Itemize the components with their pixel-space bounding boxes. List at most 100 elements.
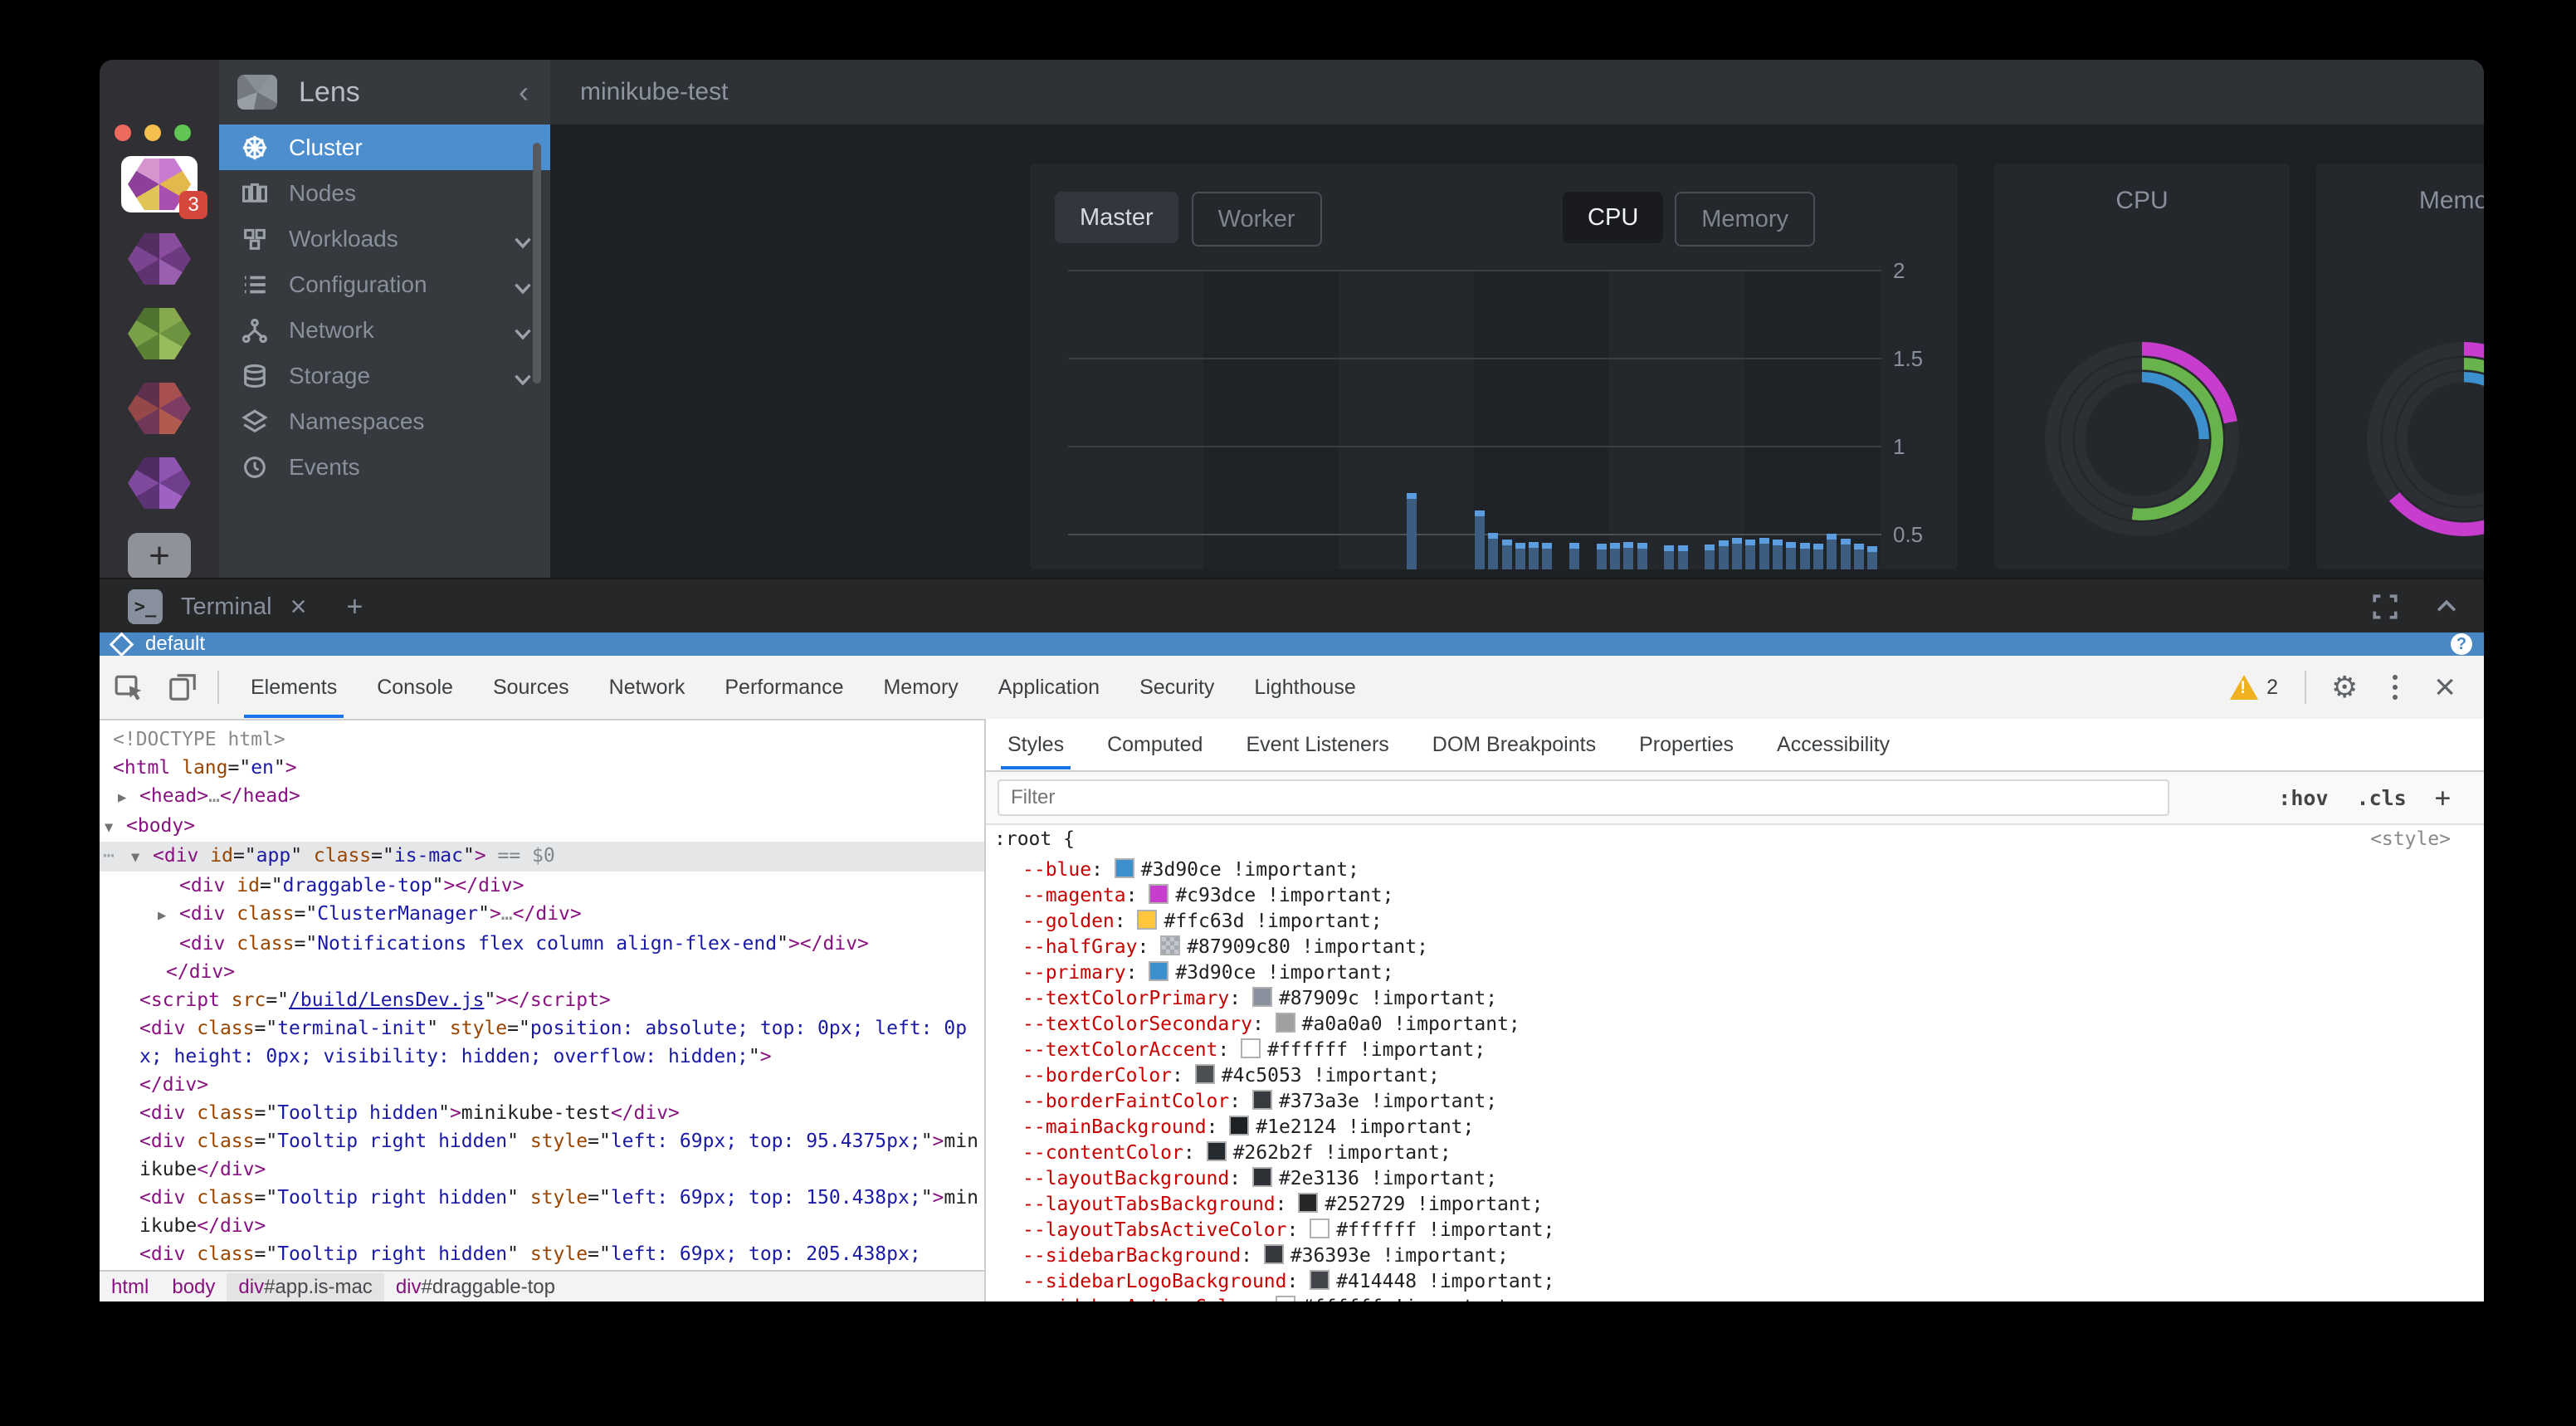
warning-icon[interactable]: ! [2230, 675, 2259, 700]
css-declaration[interactable]: --textColorPrimary: #87909c !important; [1022, 987, 1498, 1009]
color-swatch[interactable] [1310, 1270, 1330, 1290]
color-swatch[interactable] [1251, 1090, 1272, 1110]
sidebar-item-events[interactable]: Events [219, 444, 550, 490]
sidebar-item-namespaces[interactable]: Namespaces [219, 398, 550, 444]
chart-bar[interactable] [1813, 543, 1824, 569]
close-window-button[interactable] [115, 125, 131, 141]
sidebar-item-storage[interactable]: Storage [219, 353, 550, 398]
chart-bar[interactable] [1867, 545, 1878, 569]
dom-node-line[interactable]: <!DOCTYPE html> [113, 729, 285, 750]
tab-dom-breakpoints[interactable]: DOM Breakpoints [1432, 732, 1597, 756]
tab-computed[interactable]: Computed [1107, 732, 1203, 756]
new-style-rule-button[interactable]: + [2434, 782, 2451, 813]
tab-properties[interactable]: Properties [1639, 732, 1734, 756]
toggle-class-button[interactable]: .cls [2356, 785, 2407, 810]
terminal-add-tab-button[interactable]: + [346, 590, 363, 623]
color-swatch[interactable] [1275, 1013, 1295, 1033]
color-swatch[interactable] [1194, 1064, 1215, 1084]
terminal-tab[interactable]: >_ Terminal × + [128, 579, 363, 634]
color-swatch[interactable] [1298, 1193, 1319, 1213]
color-swatch[interactable] [1114, 858, 1134, 878]
rail-item-cluster-2[interactable] [121, 231, 198, 287]
sidebar-item-cluster[interactable]: Cluster [219, 125, 550, 170]
tab-styles[interactable]: Styles [986, 720, 1086, 769]
tab-network[interactable]: Network [608, 675, 685, 699]
tab-performance[interactable]: Performance [724, 675, 844, 699]
css-declaration[interactable]: --contentColor: #262b2f !important; [1022, 1141, 1451, 1164]
breadcrumb-item[interactable]: div #app.is-mac [227, 1273, 384, 1301]
breadcrumb-item[interactable]: body [172, 1276, 216, 1298]
css-declaration[interactable]: --borderFaintColor: #373a3e !important; [1022, 1090, 1498, 1112]
minimize-window-button[interactable] [144, 125, 161, 141]
dom-node-line[interactable]: <div class="Tooltip hidden">minikube-tes… [139, 1102, 680, 1124]
settings-gear-icon[interactable]: ⚙ [2331, 670, 2359, 705]
chart-bar[interactable] [1705, 544, 1715, 569]
chart-bar[interactable] [1501, 540, 1512, 569]
chart-bar[interactable] [1677, 545, 1688, 569]
chart-bar[interactable] [1786, 541, 1797, 569]
devtools-close-icon[interactable]: × [2434, 667, 2456, 707]
tab-lighthouse[interactable]: Lighthouse [1254, 675, 1356, 699]
rail-item-cluster-5[interactable] [121, 455, 198, 511]
dom-node-line[interactable]: <div id="draggable-top"></div> [179, 875, 524, 896]
node-toggle-master-button[interactable]: Master [1055, 192, 1178, 243]
color-swatch[interactable] [1310, 1218, 1330, 1238]
color-swatch[interactable] [1251, 1167, 1272, 1187]
add-cluster-button[interactable]: + [128, 533, 191, 579]
chart-bar[interactable] [1664, 545, 1675, 569]
color-swatch[interactable] [1241, 1038, 1261, 1058]
devtools-menu-icon[interactable] [2393, 685, 2398, 690]
color-swatch[interactable] [1229, 1116, 1250, 1135]
sidebar-item-network[interactable]: Network [219, 307, 550, 353]
tab-security[interactable]: Security [1139, 675, 1215, 699]
chart-bar[interactable] [1515, 542, 1525, 569]
chart-bar[interactable] [1623, 541, 1634, 569]
css-declaration[interactable]: --textColorSecondary: #a0a0a0 !important… [1022, 1013, 1520, 1035]
fullscreen-icon[interactable] [2371, 593, 2399, 621]
dom-node-line[interactable]: </div> [166, 961, 236, 983]
dom-node-line[interactable]: <div class="Tooltip right hidden" style=… [139, 1243, 921, 1265]
chart-bar[interactable] [1840, 539, 1851, 569]
color-swatch[interactable] [1160, 935, 1181, 955]
chart-bar[interactable] [1488, 532, 1499, 569]
css-declaration[interactable]: --borderColor: #4c5053 !important; [1022, 1064, 1440, 1087]
css-declaration[interactable]: --magenta: #c93dce !important; [1022, 884, 1394, 906]
chart-bar[interactable] [1542, 542, 1553, 569]
color-swatch[interactable] [1275, 1296, 1295, 1301]
metric-toggle-cpu-button[interactable]: CPU [1563, 192, 1664, 243]
chart-bar[interactable] [1474, 510, 1485, 569]
chart-bar[interactable] [1745, 540, 1756, 569]
css-declaration[interactable]: --sidebarLogoBackground: #414448 !import… [1022, 1270, 1555, 1292]
sidebar-item-workloads[interactable]: Workloads [219, 216, 550, 261]
tab-memory[interactable]: Memory [883, 675, 959, 699]
css-declaration[interactable]: --layoutBackground: #2e3136 !important; [1022, 1167, 1498, 1189]
css-declaration[interactable]: --halfGray: #87909c80 !important; [1022, 935, 1428, 958]
dom-node-line[interactable]: ▶ <head>…</head> [118, 785, 300, 807]
breadcrumb-item[interactable]: html [111, 1276, 149, 1298]
chart-bar[interactable] [1718, 540, 1729, 569]
zoom-window-button[interactable] [174, 125, 191, 141]
toggle-hover-state-button[interactable]: :hov [2278, 785, 2329, 810]
chart-bar[interactable] [1732, 538, 1743, 569]
color-swatch[interactable] [1137, 910, 1158, 930]
chart-bar[interactable] [1637, 542, 1647, 569]
chart-bar[interactable] [1407, 493, 1417, 569]
dom-node-line[interactable]: </div> [139, 1074, 209, 1096]
chart-bar[interactable] [1529, 541, 1539, 569]
css-declaration[interactable]: --layoutTabsActiveColor: #ffffff !import… [1022, 1218, 1555, 1241]
color-swatch[interactable] [1149, 961, 1169, 981]
rail-item-cluster-4[interactable] [121, 380, 198, 437]
css-declaration[interactable]: --layoutTabsBackground: #252729 !importa… [1022, 1193, 1544, 1215]
tab-elements[interactable]: Elements [231, 657, 357, 718]
dom-node-line[interactable]: <html lang="en"> [113, 757, 297, 779]
rail-item-cluster-active[interactable]: 3 [121, 156, 207, 219]
sidebar-item-configuration[interactable]: Configuration [219, 261, 550, 307]
css-declaration[interactable]: --sidebarActiveColor: #ffffff !important… [1022, 1296, 1520, 1301]
warning-count[interactable]: 2 [2266, 675, 2279, 699]
chart-bar[interactable] [1827, 533, 1837, 569]
sidebar-collapse-button[interactable]: ‹ [519, 75, 529, 109]
node-options-dots[interactable]: ⋯ [103, 845, 115, 867]
dom-node-line[interactable]: ▼ <body> [105, 815, 196, 837]
tab-accessibility[interactable]: Accessibility [1777, 732, 1891, 756]
help-button[interactable]: ? [2451, 633, 2472, 655]
